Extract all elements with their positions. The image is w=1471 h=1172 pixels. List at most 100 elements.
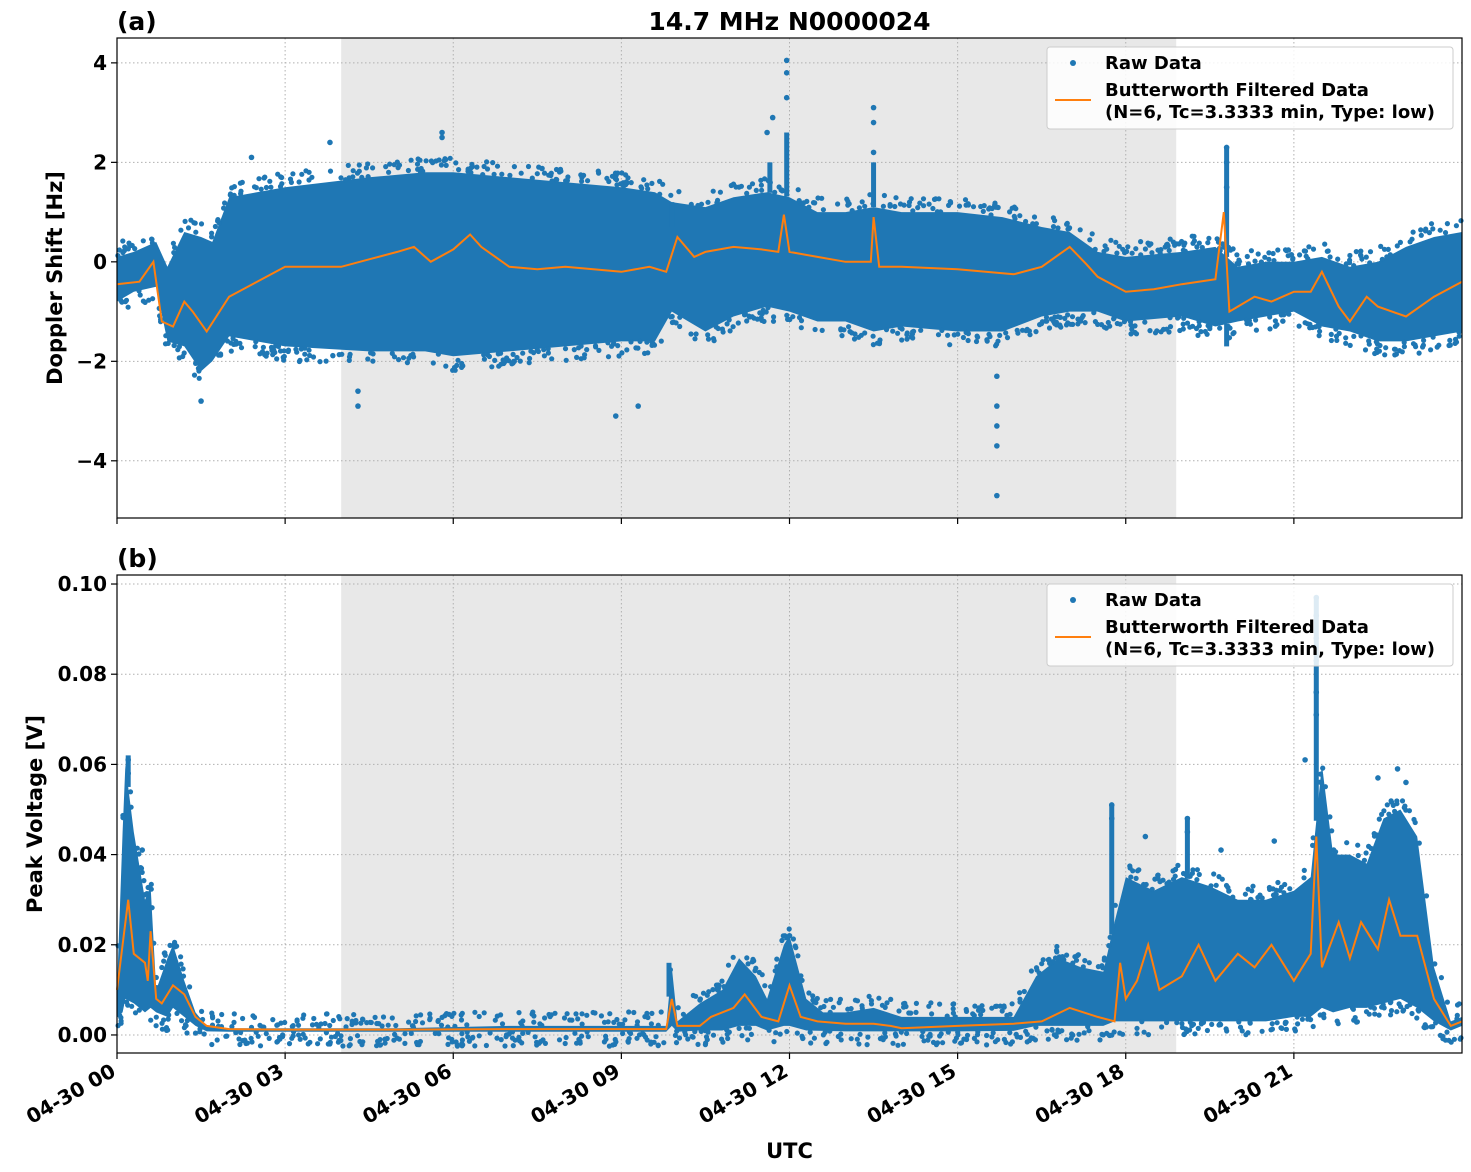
- raw-data-point: [688, 331, 694, 337]
- raw-data-point: [411, 354, 417, 360]
- raw-data-point: [1230, 894, 1236, 900]
- raw-data-point: [1409, 1010, 1415, 1017]
- raw-data-point: [453, 160, 459, 166]
- raw-data-point: [622, 1017, 628, 1023]
- raw-data-point: [279, 174, 285, 181]
- raw-data-point: [903, 1003, 909, 1010]
- raw-data-point: [484, 159, 490, 165]
- raw-data-point: [628, 339, 634, 345]
- raw-data-point: [209, 234, 215, 240]
- raw-data-point: [531, 1019, 537, 1025]
- raw-data-point: [129, 1003, 135, 1009]
- raw-data-point: [745, 1037, 751, 1043]
- raw-data-point: [1195, 332, 1201, 338]
- raw-data-point: [1133, 246, 1139, 252]
- raw-data-point: [1446, 342, 1452, 349]
- raw-data-point: [1082, 320, 1088, 326]
- raw-data-point: [439, 1014, 445, 1021]
- raw-data-point: [487, 1030, 493, 1036]
- raw-data-point: [1290, 256, 1296, 262]
- raw-data-outlier: [870, 149, 877, 156]
- raw-data-point: [1107, 934, 1113, 940]
- raw-data-point: [1362, 347, 1369, 353]
- raw-data-point: [770, 318, 777, 324]
- raw-data-point: [413, 1013, 419, 1019]
- raw-data-point: [725, 1035, 731, 1042]
- raw-data-point: [472, 1009, 478, 1015]
- raw-data-point: [973, 338, 980, 345]
- raw-data-point: [1204, 1027, 1210, 1034]
- raw-data-point: [950, 1001, 956, 1007]
- raw-data-point: [830, 1004, 837, 1010]
- raw-data-point: [196, 368, 202, 374]
- raw-data-point: [989, 205, 995, 212]
- raw-data-point: [956, 203, 963, 209]
- raw-data-point: [1207, 326, 1213, 332]
- raw-data-point: [1223, 882, 1230, 889]
- raw-data-point: [132, 1010, 139, 1016]
- raw-data-point: [955, 1029, 961, 1035]
- raw-data-point: [1028, 1035, 1034, 1041]
- legend-label-filtered-a: Butterworth Filtered Data: [1105, 80, 1369, 101]
- raw-data-point: [163, 333, 169, 339]
- raw-data-point: [590, 1009, 596, 1016]
- x-tick-label: 04-30 18: [1031, 1059, 1129, 1129]
- raw-data-point: [717, 189, 724, 195]
- raw-data-point: [1270, 250, 1276, 257]
- raw-data-point: [655, 1022, 661, 1028]
- raw-data-point: [445, 1024, 451, 1030]
- raw-data-point: [353, 1017, 359, 1024]
- raw-data-point: [484, 166, 491, 172]
- raw-data-point: [347, 351, 353, 357]
- raw-data-point: [935, 332, 942, 338]
- raw-data-point: [259, 349, 266, 355]
- raw-data-point: [1148, 241, 1154, 247]
- raw-data-point: [302, 351, 308, 357]
- raw-data-point: [876, 341, 883, 347]
- raw-data-point: [835, 201, 841, 207]
- raw-data-point: [1329, 828, 1335, 834]
- raw-data-point: [693, 331, 699, 337]
- raw-data-point: [1301, 867, 1307, 874]
- raw-data-point: [689, 1033, 695, 1040]
- raw-data-point: [1422, 228, 1429, 234]
- raw-data-point: [1347, 257, 1353, 263]
- raw-data-point: [1142, 246, 1148, 252]
- legend-label-raw-b: Raw Data: [1105, 590, 1202, 611]
- raw-data-outlier: [1375, 775, 1381, 781]
- raw-data-point: [305, 1041, 311, 1047]
- raw-data-point: [1189, 1023, 1195, 1029]
- raw-data-point: [183, 1023, 189, 1029]
- raw-data-point: [231, 1011, 237, 1017]
- raw-data-point: [192, 1030, 199, 1036]
- raw-data-outlier: [355, 388, 361, 394]
- raw-data-point: [965, 337, 971, 344]
- raw-data-point: [456, 167, 462, 173]
- raw-data-point: [1325, 248, 1331, 254]
- raw-data-point: [1159, 1024, 1165, 1030]
- raw-data-point: [274, 356, 280, 362]
- raw-data-point: [1275, 879, 1281, 886]
- raw-data-point: [480, 172, 486, 178]
- raw-data-point: [743, 1025, 749, 1031]
- raw-data-point: [296, 179, 302, 185]
- raw-data-point: [947, 199, 954, 205]
- raw-data-point: [280, 1032, 286, 1038]
- raw-data-point: [892, 203, 898, 210]
- raw-data-point: [989, 1005, 995, 1011]
- y-tick-label: 4: [93, 51, 107, 75]
- raw-data-point: [1199, 244, 1205, 251]
- raw-data-point: [736, 1025, 742, 1031]
- raw-data-point: [481, 1010, 487, 1016]
- raw-data-point: [962, 197, 969, 203]
- raw-data-point: [710, 188, 716, 194]
- raw-data-point: [592, 343, 599, 349]
- x-ticks-b: 04-30 00 04-30 03 04-30 06 04-30 09 04-30 12…: [22, 1053, 1296, 1129]
- raw-data-point: [615, 343, 621, 349]
- raw-data-point: [739, 1033, 745, 1039]
- chart-title: 14.7 MHz N0000024: [648, 7, 930, 36]
- raw-data-point: [1279, 1025, 1285, 1031]
- raw-data-point: [360, 1039, 366, 1045]
- legend-marker-raw-a: [1070, 60, 1076, 66]
- raw-data-point: [518, 170, 524, 176]
